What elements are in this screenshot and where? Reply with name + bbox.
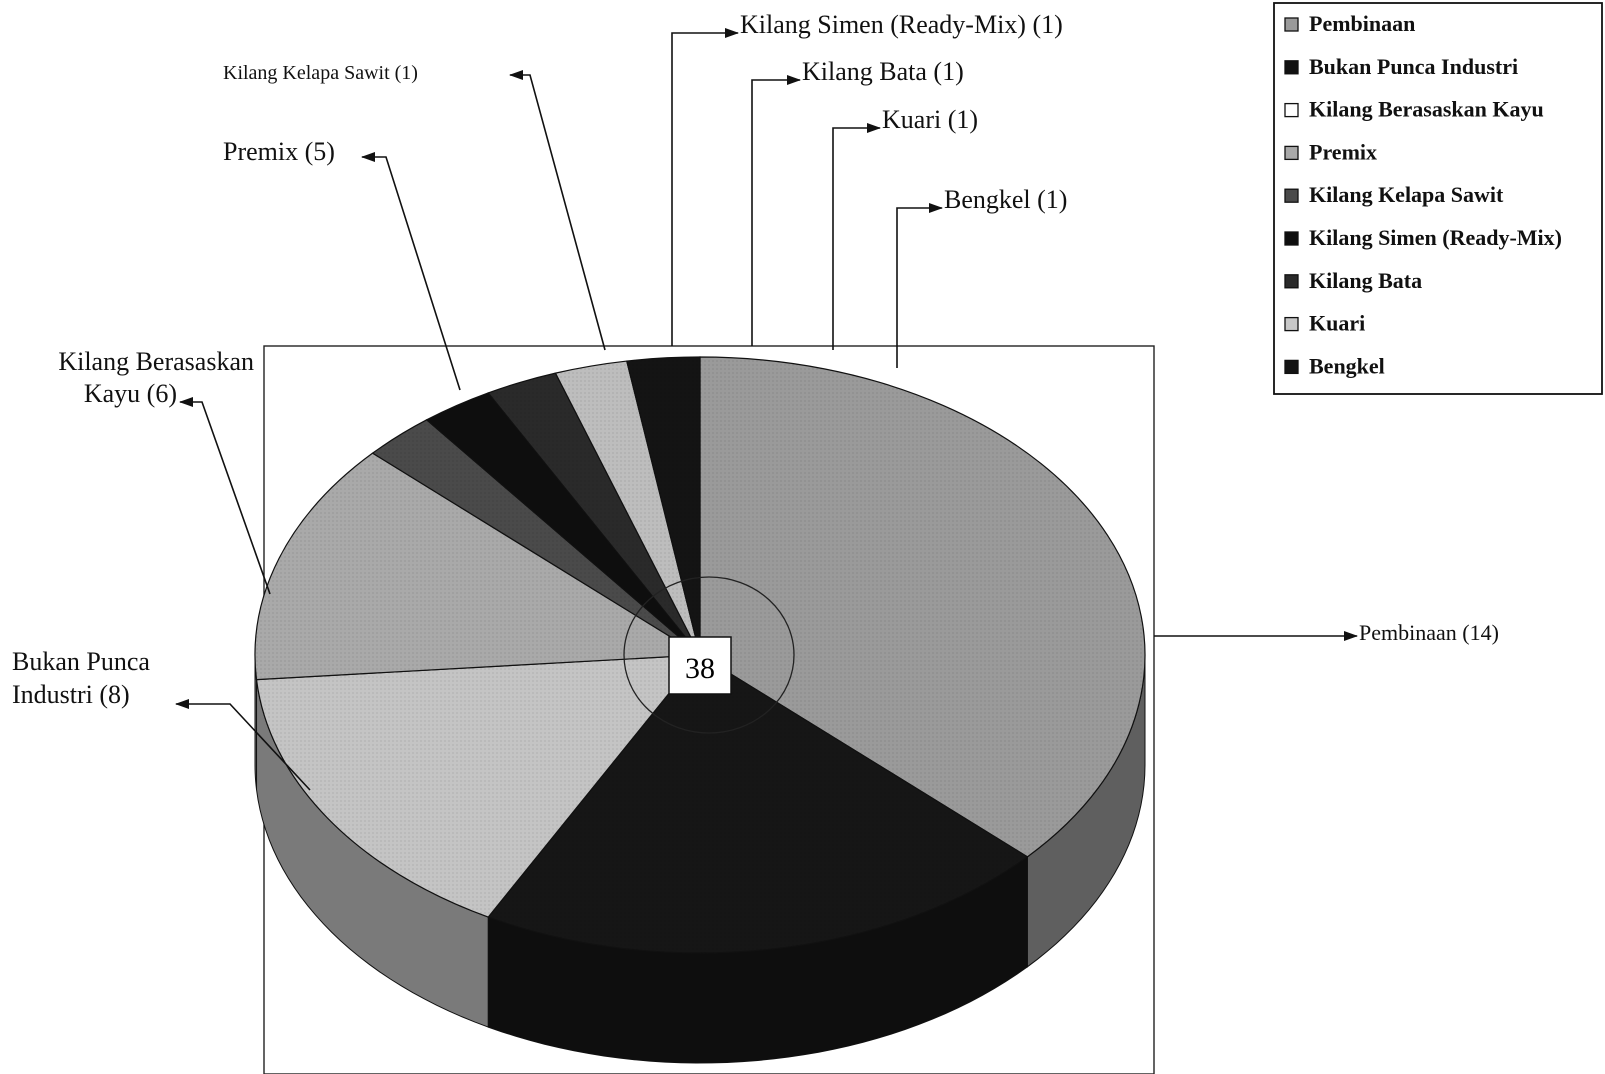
pie-slice-texture-kilang-simen-ready-mix (426, 392, 700, 655)
legend-swatch-bengkel (1284, 359, 1299, 375)
callout-label-kayu-line2: Kayu (6) (84, 379, 177, 408)
callout-label-kuari: Kuari (1) (882, 105, 978, 134)
total-box (668, 636, 732, 695)
callout-line-kuari (832, 123, 881, 350)
center-ring (623, 576, 795, 734)
callout-label-kilang-kelapa-sawit: Kilang Kelapa Sawit (1) (223, 62, 418, 84)
pie-slice-texture-kuari (555, 361, 700, 655)
legend: Pembinaan Bukan Punca Industri Kilang Bera… (1273, 2, 1603, 395)
callout-line-bukan-punca-industri (175, 699, 311, 791)
callout-line-kilang-berasaskan-kayu (179, 397, 271, 595)
callout-label-kilang-bata: Kilang Bata (1) (802, 57, 964, 86)
legend-swatch-kilang-berasaskan-kayu (1284, 102, 1299, 118)
legend-swatch-kilang-kelapa-sawit (1284, 188, 1299, 203)
legend-label-premix: Premix (1309, 139, 1377, 164)
legend-box (1273, 2, 1603, 395)
pie-slice-texture-bukan-punca-industri (488, 655, 1028, 953)
callout-label-kilang-simen: Kilang Simen (Ready-Mix) (1) (740, 10, 1063, 39)
legend-swatch-bukan-punca-industri (1284, 60, 1299, 75)
callout-label-premix: Premix (5) (223, 137, 335, 166)
callout-label-kayu-line1: Kilang Berasaskan (58, 347, 254, 376)
callouts: Pembinaan (14) Bukan Punca Industri (8) … (12, 10, 1499, 791)
legend-swatch-pembinaan (1284, 17, 1299, 32)
legend-label-kilang-simen-ready-mix: Kilang Simen (Ready-Mix) (1309, 225, 1562, 250)
callout-line-kilang-kelapa-sawit (509, 70, 606, 351)
pie-texture (255, 357, 1145, 953)
callout-label-pembinaan: Pembinaan (14) (1359, 620, 1499, 645)
pie-slice-texture-kilang-kelapa-sawit (372, 419, 700, 655)
pie-slice-texture-pembinaan (700, 357, 1145, 857)
legend-label-kilang-berasaskan-kayu: Kilang Berasaskan Kayu (1309, 97, 1544, 122)
pie-slice-texture-kilang-berasaskan-kayu (256, 655, 700, 918)
callout-line-kilang-bata (751, 75, 801, 346)
legend-label-bukan-punca-industri: Bukan Punca Industri (1309, 54, 1518, 79)
legend-swatch-kilang-bata (1284, 274, 1299, 289)
legend-label-bengkel: Bengkel (1309, 353, 1385, 378)
callout-label-bengkel: Bengkel (1) (944, 185, 1067, 214)
callout-line-premix (361, 152, 461, 391)
callout-line-bengkel (896, 203, 943, 368)
legend-label-pembinaan: Pembinaan (1309, 11, 1415, 36)
callout-label-bukan-punca-line2: Industri (8) (12, 680, 130, 709)
callout-label-bukan-punca-line1: Bukan Punca (12, 647, 150, 676)
legend-label-kilang-bata: Kilang Bata (1309, 268, 1422, 293)
legend-label-kuari: Kuari (1309, 311, 1365, 336)
legend-swatch-kilang-simen-ready-mix (1284, 231, 1299, 246)
legend-swatch-premix (1284, 145, 1299, 161)
pie-slice-texture-premix (255, 453, 701, 680)
callout-line-kilang-simen (671, 28, 739, 346)
total-label: 38 (685, 652, 715, 685)
pie-slice-texture-kilang-bata (488, 373, 700, 655)
legend-label-kilang-kelapa-sawit: Kilang Kelapa Sawit (1309, 182, 1504, 207)
legend-swatch-kuari (1284, 316, 1299, 332)
